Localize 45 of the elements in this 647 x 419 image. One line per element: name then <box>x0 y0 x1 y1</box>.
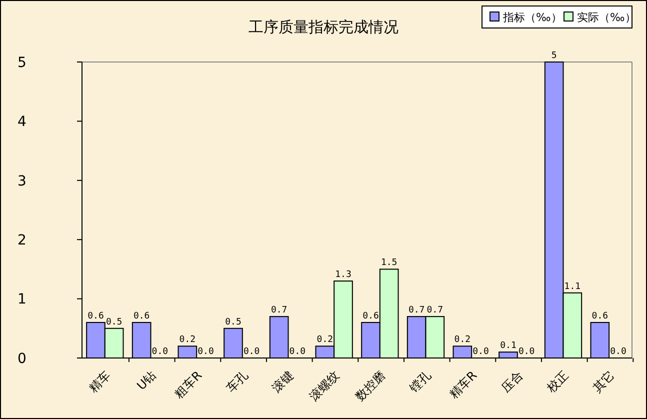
x-tick-label: 其它 <box>590 368 618 396</box>
data-label: 0.6 <box>88 311 104 322</box>
data-label: 0.2 <box>179 335 196 346</box>
data-label: 0.0 <box>472 347 489 357</box>
data-label: 0.0 <box>152 347 168 357</box>
x-tick-label: 数控磨 <box>352 368 388 404</box>
data-label: 0.1 <box>500 341 516 352</box>
x-tick-label: 压合 <box>498 368 526 396</box>
x-tick-label: U钻 <box>134 368 159 393</box>
data-label: 0.2 <box>454 335 471 346</box>
y-tick-label: 2 <box>18 232 26 248</box>
data-label: 5 <box>551 51 557 61</box>
x-tick-label: 滚螺纹 <box>306 368 342 404</box>
data-label: 0.0 <box>198 347 214 357</box>
y-tick-label: 3 <box>18 173 26 190</box>
data-label: 0.7 <box>270 306 288 316</box>
x-tick-label: 车孔 <box>224 368 250 396</box>
data-label: 0.7 <box>426 306 444 316</box>
y-tick-label: 5 <box>18 54 26 71</box>
x-tick-label: 镗孔 <box>406 368 434 396</box>
x-tick-label: 精车R <box>446 368 480 401</box>
x-tick-label: 精车 <box>86 368 113 396</box>
data-label: 0.7 <box>408 306 425 316</box>
data-label: 0.0 <box>243 347 260 357</box>
y-tick-label: 4 <box>18 114 27 130</box>
data-label: 0.6 <box>133 311 150 322</box>
legend-label: 实际（‰） <box>577 10 636 24</box>
data-label: 0.0 <box>610 347 626 357</box>
data-label: 0.2 <box>316 335 334 346</box>
x-tick-label: 粗车R <box>172 368 205 401</box>
y-tick-label: 1 <box>18 292 26 308</box>
data-label: 0.6 <box>362 311 379 322</box>
data-label: 0.5 <box>225 317 242 328</box>
data-label: 0.6 <box>592 311 608 322</box>
legend-label: 指标（‰） <box>502 10 562 24</box>
x-tick-label: 校正 <box>544 368 572 396</box>
chart-title: 工序质量指标完成情况 <box>248 18 398 36</box>
x-tick-label: 滚键 <box>269 368 296 396</box>
data-label: 1.5 <box>380 258 398 268</box>
data-label: 1.1 <box>564 282 581 292</box>
data-label: 1.3 <box>335 270 352 280</box>
data-label: 0.5 <box>106 317 122 328</box>
y-tick-label: 0 <box>18 350 26 367</box>
data-label: 0.0 <box>518 347 535 357</box>
data-label: 0.0 <box>289 347 306 357</box>
